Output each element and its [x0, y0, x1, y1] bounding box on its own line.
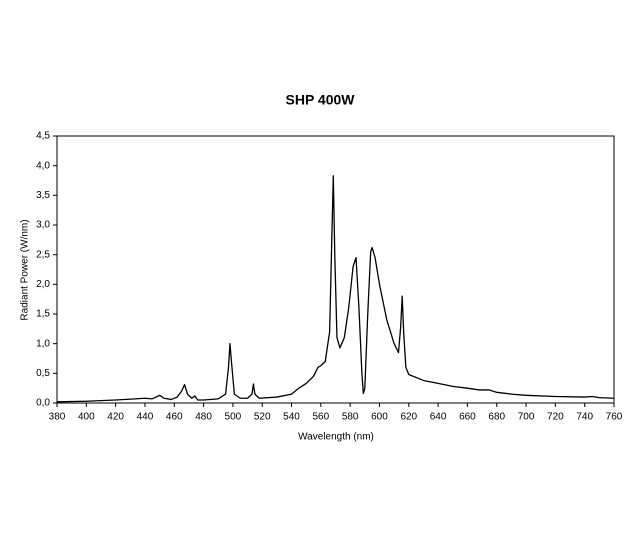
y-tick-label: 3,5 [36, 190, 50, 201]
x-tick-label: 380 [49, 412, 66, 423]
x-tick-label: 580 [342, 412, 359, 423]
chart-title: SHP 400W [286, 92, 356, 108]
y-tick-label: 3,0 [36, 220, 50, 231]
y-tick-label: 1,0 [36, 338, 50, 349]
x-tick-label: 520 [254, 412, 271, 423]
x-tick-label: 540 [283, 412, 300, 423]
x-tick-label: 500 [225, 412, 242, 423]
spectrum-line [56, 175, 615, 403]
x-tick-label: 440 [137, 412, 154, 423]
x-tick-label: 480 [195, 412, 212, 423]
y-axis-label: Radiant Power (W/nm) [20, 219, 31, 320]
x-tick-label: 680 [488, 412, 505, 423]
x-tick-label: 620 [400, 412, 417, 423]
y-tick-label: 0,5 [36, 368, 50, 379]
y-tick-label: 1,5 [36, 309, 50, 320]
x-tick-label: 740 [576, 412, 593, 423]
x-tick-label: 420 [107, 412, 124, 423]
x-tick-label: 720 [547, 412, 564, 423]
x-tick-label: 400 [78, 412, 95, 423]
x-tick-label: 600 [371, 412, 388, 423]
y-tick-label: 2,0 [36, 279, 50, 290]
x-tick-label: 760 [606, 412, 623, 423]
y-tick-label: 4,5 [36, 131, 50, 142]
x-tick-label: 640 [430, 412, 447, 423]
y-tick-label: 0,0 [36, 398, 50, 409]
x-axis-label: Wavelength (nm) [298, 432, 374, 443]
x-tick-label: 700 [518, 412, 535, 423]
plot-frame [56, 135, 615, 404]
y-tick-label: 4,0 [36, 160, 50, 171]
x-tick-label: 660 [459, 412, 476, 423]
x-tick-label: 560 [312, 412, 329, 423]
y-tick-label: 2,5 [36, 249, 50, 260]
x-tick-label: 460 [166, 412, 183, 423]
